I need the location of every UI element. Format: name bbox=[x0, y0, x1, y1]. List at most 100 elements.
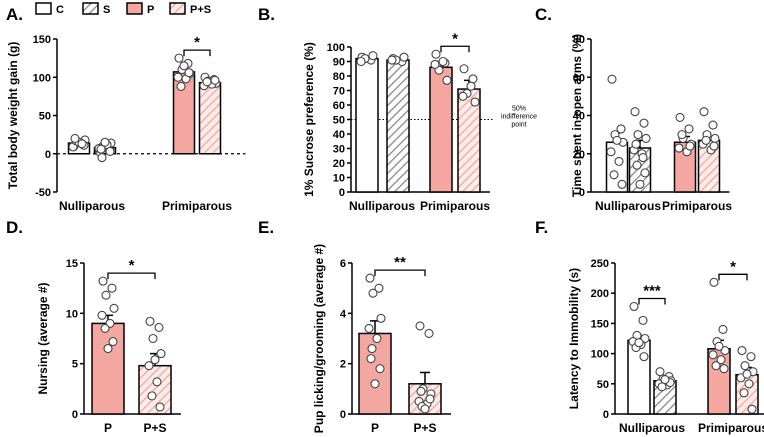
y-tick-label: 4 bbox=[340, 308, 347, 320]
data-point bbox=[660, 375, 670, 385]
data-point bbox=[639, 118, 649, 128]
data-point bbox=[616, 124, 626, 134]
data-point bbox=[640, 168, 650, 178]
data-point bbox=[699, 107, 709, 117]
data-point bbox=[708, 350, 718, 360]
data-point bbox=[431, 49, 441, 59]
y-tick-label: 20 bbox=[333, 158, 345, 170]
y-axis-title: Pup licking/grooming (average #) bbox=[312, 244, 326, 433]
data-point bbox=[376, 313, 386, 323]
y-tick-label: 10 bbox=[66, 308, 78, 320]
data-point bbox=[416, 386, 426, 396]
legend-label-ps: P+S bbox=[190, 4, 211, 16]
x-group-label: Primiparous bbox=[698, 421, 764, 435]
y-tick-label: 90 bbox=[333, 57, 345, 69]
data-point bbox=[466, 81, 476, 91]
y-axis-title: Nursing (average #) bbox=[36, 282, 50, 394]
data-point bbox=[716, 355, 726, 365]
data-point bbox=[458, 91, 468, 101]
data-point bbox=[100, 137, 110, 147]
y-tick-label: 60 bbox=[333, 100, 345, 112]
bar-ppluss bbox=[198, 81, 222, 155]
data-point bbox=[609, 170, 619, 180]
y-tick-label: 15 bbox=[66, 258, 78, 270]
data-point bbox=[677, 130, 687, 140]
y-tick-label: 100 bbox=[591, 349, 609, 361]
data-point bbox=[629, 301, 639, 312]
data-point bbox=[174, 53, 184, 63]
data-point bbox=[638, 153, 648, 163]
data-point bbox=[612, 135, 622, 145]
data-point bbox=[614, 156, 624, 166]
data-point bbox=[430, 59, 440, 69]
panel-label: A. bbox=[6, 5, 23, 24]
y-tick-label: 100 bbox=[327, 42, 345, 54]
data-point bbox=[152, 377, 162, 387]
data-point bbox=[744, 379, 754, 389]
legend-swatch-ps bbox=[169, 2, 186, 15]
significance-bracket bbox=[374, 269, 426, 277]
data-point bbox=[70, 133, 80, 143]
data-point bbox=[742, 369, 752, 379]
data-point bbox=[710, 133, 720, 143]
data-point bbox=[150, 355, 160, 365]
data-point bbox=[367, 344, 377, 354]
y-tick-label: 80 bbox=[573, 34, 585, 46]
data-point bbox=[97, 310, 107, 320]
significance-bracket bbox=[183, 49, 211, 57]
y-tick-label: 10 bbox=[333, 173, 345, 185]
y-tick-label: 30 bbox=[333, 144, 345, 156]
y-tick-label: 200 bbox=[591, 288, 609, 300]
significance-bracket bbox=[440, 45, 470, 53]
y-tick-label: 0 bbox=[45, 149, 51, 161]
x-group-label: P bbox=[104, 421, 112, 435]
panel-label: E. bbox=[258, 218, 274, 237]
x-group-label: Nulliparous bbox=[349, 199, 415, 213]
y-axis-title: Latency to Immobility (s) bbox=[567, 268, 581, 409]
data-point bbox=[155, 402, 165, 412]
data-point bbox=[144, 361, 154, 371]
data-point bbox=[708, 120, 718, 130]
data-point bbox=[718, 324, 728, 334]
legend-swatch-p bbox=[126, 2, 143, 15]
significance-label: * bbox=[129, 257, 135, 274]
y-tick-label: 6 bbox=[340, 258, 346, 270]
panel-b: B. 0 10 20 30 40 50 60 70 80 90 100 1% Sucrose prefe… bbox=[258, 5, 537, 213]
bar-s bbox=[386, 59, 410, 193]
data-point bbox=[173, 72, 183, 82]
y-tick-label: 80 bbox=[333, 71, 345, 83]
data-point bbox=[374, 283, 384, 293]
data-point bbox=[674, 143, 684, 153]
significance-label: * bbox=[194, 34, 200, 51]
panel-label: C. bbox=[535, 5, 552, 24]
bar-p bbox=[91, 322, 125, 415]
panel-label: D. bbox=[6, 218, 23, 237]
legend-item-c: C bbox=[35, 2, 64, 16]
reference-line-label: point bbox=[511, 122, 526, 129]
data-point bbox=[720, 346, 730, 356]
data-point bbox=[148, 333, 158, 344]
x-group-label: P+S bbox=[143, 421, 166, 435]
x-group-label: Nulliparous bbox=[619, 421, 685, 435]
legend-item-s: S bbox=[82, 2, 110, 16]
y-tick-label: 250 bbox=[591, 258, 609, 270]
data-point bbox=[470, 97, 480, 107]
data-point bbox=[356, 56, 366, 67]
y-axis-title: 1% Sucrose preference (%) bbox=[302, 42, 316, 197]
y-tick-label: 0 bbox=[579, 187, 585, 199]
data-point bbox=[420, 404, 430, 414]
y-tick-label: 20 bbox=[573, 149, 585, 161]
reference-line-label: 50% bbox=[512, 106, 526, 113]
data-point bbox=[108, 336, 118, 347]
y-tick-label: 40 bbox=[573, 111, 585, 123]
data-point bbox=[631, 139, 641, 149]
data-point bbox=[438, 56, 448, 67]
data-point bbox=[634, 338, 644, 348]
data-point bbox=[675, 112, 685, 122]
x-group-label: Primiparous bbox=[420, 199, 490, 213]
data-point bbox=[425, 394, 435, 404]
data-point bbox=[96, 144, 106, 154]
data-point bbox=[399, 52, 409, 62]
